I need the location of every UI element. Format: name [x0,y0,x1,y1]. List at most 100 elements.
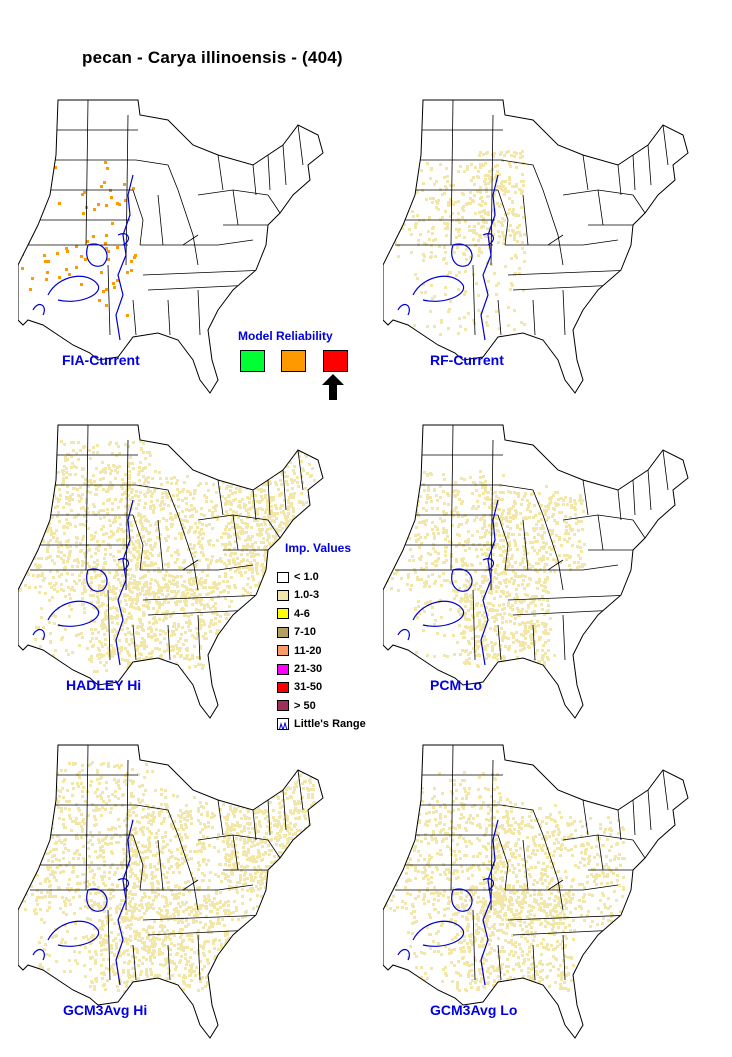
legend-label: 4-6 [294,607,310,620]
state-boundary [267,154,271,191]
state-boundary [85,425,89,571]
state-boundary [222,619,279,636]
state-boundary [597,834,604,871]
state-boundary [142,914,269,921]
state-boundary [512,609,619,616]
map-label-gcm3avg-hi: GCM3Avg Hi [63,1002,148,1018]
state-boundary [132,944,137,981]
littles-range-boundary [480,174,499,341]
state-boundary [217,479,224,516]
state-boundary [507,269,634,276]
state-boundary [177,834,199,911]
state-boundary [548,239,619,246]
state-boundary [632,194,646,214]
state-boundary [297,449,304,491]
state-boundary [450,745,454,891]
state-boundary [125,759,129,911]
state-boundary [522,519,529,571]
state-boundary [542,514,564,591]
state-boundary [282,789,287,831]
map-svg [18,424,324,719]
state-boundary [497,189,509,246]
state-boundary [157,194,164,246]
legend-swatch [277,571,289,583]
state-boundary [582,799,589,836]
state-boundary [617,809,622,841]
state-boundary [512,929,619,936]
state-boundary [500,159,544,191]
map-svg [383,744,689,1039]
map-gcm3avg-hi [18,740,338,1040]
map-hadley-hi [18,420,338,720]
map-svg [383,424,689,719]
coastline-outline [18,99,324,394]
littles-range-boundary [482,558,495,571]
legend-label: 21-30 [294,663,323,675]
littles-range-boundary [451,888,473,912]
range-line-icon [277,718,289,731]
state-boundary [177,189,199,266]
state-boundary [132,189,144,246]
state-boundary [232,514,239,551]
state-boundary [232,834,239,871]
state-boundary [267,839,281,859]
state-boundary [147,284,254,291]
map-svg [18,99,324,394]
littles-range-boundary [412,920,465,947]
state-boundary [177,514,199,591]
legend-row-range: Little's Range [277,717,366,731]
state-boundary [132,624,137,661]
state-boundary [507,914,634,921]
state-boundary [500,484,544,516]
legend-row: 31-50 [277,680,322,694]
state-boundary [135,804,179,836]
littles-range-boundary [412,600,465,627]
state-boundary [222,294,279,311]
page-title: pecan - Carya illinoensis - (404) [82,48,343,67]
legend-label: 7-10 [294,626,317,639]
state-boundary [125,439,129,591]
legend-label: < 1.0 [294,571,319,583]
state-boundary [167,944,171,981]
coastline-outline [18,744,324,1039]
state-boundary [542,834,564,911]
state-boundary [107,264,111,336]
state-boundary [132,834,144,891]
state-boundary [157,519,164,571]
state-boundary [252,809,257,841]
state-boundary [662,769,669,811]
littles-range-boundary [412,275,465,302]
importance-value-cells [383,771,626,993]
legend-label: > 50 [294,699,316,712]
state-boundary [282,469,287,511]
littles-range-boundary [117,558,130,571]
state-boundary [582,154,589,191]
map-fia-current [18,95,338,395]
state-boundary [197,614,201,661]
state-boundary [632,519,646,539]
state-boundary [632,799,636,836]
legend-swatch [277,626,289,638]
littles-range-boundary [115,499,134,666]
littles-range-boundary [47,920,100,947]
state-boundary [183,564,254,571]
map-label-rf-current: RF-Current [430,352,504,368]
state-boundary [662,124,669,166]
state-boundary [548,564,619,571]
state-boundary [507,594,634,601]
state-boundary [532,944,536,981]
importance-value-cells [19,161,137,317]
state-boundary [497,514,509,571]
map-rf-current [383,95,703,395]
map-label-hadley-hi: HADLEY Hi [66,677,142,693]
state-boundary [497,299,502,336]
state-boundary [542,189,564,266]
state-boundary [183,884,254,891]
state-boundary [450,100,454,246]
littles-range-boundary [480,499,499,666]
state-boundary [157,839,164,891]
state-boundary [472,589,476,661]
legend-row: 1.0-3 [277,588,319,602]
state-boundary [132,514,144,571]
state-boundary [497,834,509,891]
